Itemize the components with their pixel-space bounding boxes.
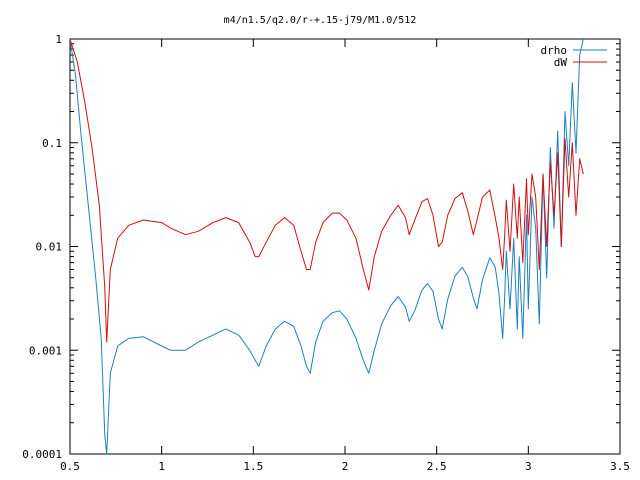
- y-tick-label: 0.01: [36, 241, 63, 254]
- x-tick-label: 2.5: [427, 460, 447, 473]
- legend-label-dW: dW: [554, 56, 568, 69]
- chart-title: m4/n1.5/q2.0/r-+.15-j79/M1.0/512: [224, 15, 417, 26]
- legend-label-drho: drho: [541, 44, 568, 57]
- x-tick-label: 1: [158, 460, 165, 473]
- y-tick-label: 1: [55, 33, 62, 46]
- series-layer: [69, 38, 584, 455]
- y-tick-label: 0.0001: [22, 448, 62, 461]
- axis-ticks: 0.5 1 1.5 2 2.5 3 3.5 0.0001 0.001 0.01 0.1 1: [22, 33, 630, 473]
- series-line-drho: [69, 38, 584, 455]
- x-tick-label: 3: [525, 460, 532, 473]
- x-tick-label: 3.5: [610, 460, 630, 473]
- y-tick-label: 0.001: [29, 344, 62, 357]
- x-tick-label: 0.5: [60, 460, 80, 473]
- x-tick-label: 2: [342, 460, 349, 473]
- y-tick-label: 0.1: [42, 137, 62, 150]
- series-line-dW: [69, 38, 584, 343]
- x-tick-label: 1.5: [243, 460, 263, 473]
- plot-frame: [69, 38, 621, 455]
